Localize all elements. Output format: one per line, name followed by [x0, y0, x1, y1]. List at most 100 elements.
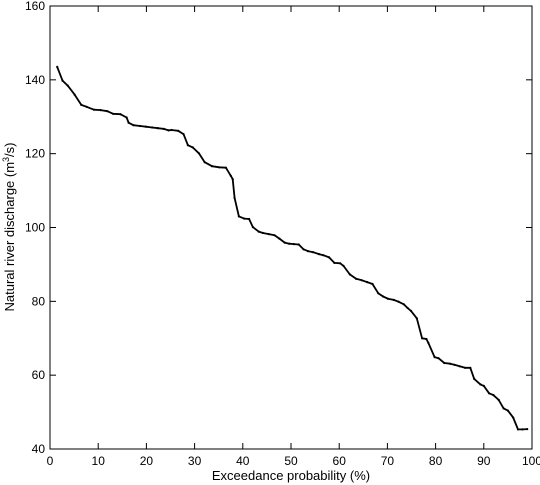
data-point [125, 116, 128, 119]
data-point [425, 337, 428, 341]
y-axis-title-tail: /s) [2, 142, 17, 156]
data-point [406, 306, 409, 310]
data-point [132, 124, 135, 127]
data-point [317, 253, 321, 256]
data-point [516, 428, 520, 431]
data-point [127, 121, 130, 124]
x-tick-label: 70 [381, 454, 395, 468]
data-point [167, 129, 170, 132]
data-point [112, 112, 115, 115]
data-point [267, 233, 270, 236]
data-point [283, 241, 286, 244]
x-tick-label: 80 [429, 454, 443, 468]
x-tick-label: 10 [92, 454, 106, 468]
x-tick-label: 20 [140, 454, 154, 468]
data-point [257, 230, 260, 233]
data-point [521, 428, 524, 431]
x-tick-label: 50 [284, 454, 298, 468]
data-point [397, 300, 400, 303]
data-point [392, 298, 395, 301]
x-axis-title: Exceedance probability (%) [212, 468, 370, 483]
y-tick-label: 140 [25, 73, 45, 87]
data-point [488, 392, 491, 395]
data-point [186, 144, 189, 147]
data-point [61, 79, 64, 82]
data-point [506, 409, 509, 412]
data-point [197, 152, 200, 155]
y-tick-label: 60 [32, 368, 46, 382]
data-point [463, 366, 467, 369]
series-line [56, 66, 528, 431]
data-point [333, 261, 336, 264]
data-point [170, 128, 173, 132]
data-point [233, 196, 236, 200]
data-point [328, 256, 331, 259]
data-point [409, 309, 413, 312]
data-point [302, 248, 305, 251]
data-point [243, 217, 246, 220]
data-point [251, 226, 254, 229]
data-point [526, 428, 529, 431]
data-point [288, 242, 291, 245]
data-point [156, 127, 160, 130]
data-point [177, 129, 180, 132]
data-point [449, 362, 452, 365]
data-point [382, 295, 385, 298]
data-point [322, 254, 325, 257]
y-tick-label: 80 [32, 294, 46, 308]
data-point [492, 394, 495, 397]
data-point [80, 103, 83, 106]
data-point [497, 398, 500, 401]
x-tick-label: 40 [236, 454, 250, 468]
plot-area [49, 5, 533, 450]
data-point [144, 125, 147, 128]
y-axis-title: Natural river discharge (m3/s) [1, 142, 17, 311]
data-point [106, 110, 109, 113]
data-point [292, 243, 295, 246]
data-point [273, 234, 276, 237]
data-point [502, 407, 505, 410]
data-point [56, 65, 59, 68]
y-tick-label: 160 [25, 0, 45, 13]
data-point [339, 262, 342, 265]
y-axis-title-main: Natural river discharge (m [2, 162, 17, 312]
y-tick-label: 100 [25, 221, 45, 235]
x-tick-label: 30 [188, 454, 202, 468]
data-point [386, 297, 389, 300]
data-point [85, 105, 88, 108]
data-point [443, 361, 446, 365]
data-point [92, 108, 95, 111]
x-tick-label: 100 [522, 454, 540, 468]
data-point [191, 146, 194, 149]
data-point [306, 250, 309, 253]
data-point [366, 281, 369, 284]
points-layer [56, 65, 529, 431]
data-point [229, 174, 232, 177]
data-point [421, 337, 424, 340]
data-point [237, 215, 240, 218]
data-point [479, 383, 482, 386]
data-point [99, 109, 102, 112]
data-point [371, 282, 374, 286]
ticks-layer: 0 10 20 30 40 50 60 70 80 90 100 40 60 80 100 120 140 160 [25, 0, 540, 468]
data-point [512, 416, 515, 419]
data-point [261, 231, 265, 235]
data-point [182, 133, 185, 136]
data-point [469, 366, 472, 369]
x-tick-label: 0 [47, 454, 54, 468]
data-point [342, 264, 345, 267]
data-point [218, 166, 221, 169]
data-point [360, 279, 363, 282]
y-tick-label: 120 [25, 147, 45, 161]
data-point [437, 357, 440, 360]
data-point [453, 363, 456, 366]
data-point [119, 113, 122, 116]
data-point [297, 243, 300, 246]
data-point [224, 166, 227, 169]
data-point [415, 317, 418, 320]
data-point [312, 251, 315, 254]
data-point [458, 365, 461, 368]
data-point [73, 93, 76, 96]
y-tick-label: 40 [32, 442, 46, 456]
